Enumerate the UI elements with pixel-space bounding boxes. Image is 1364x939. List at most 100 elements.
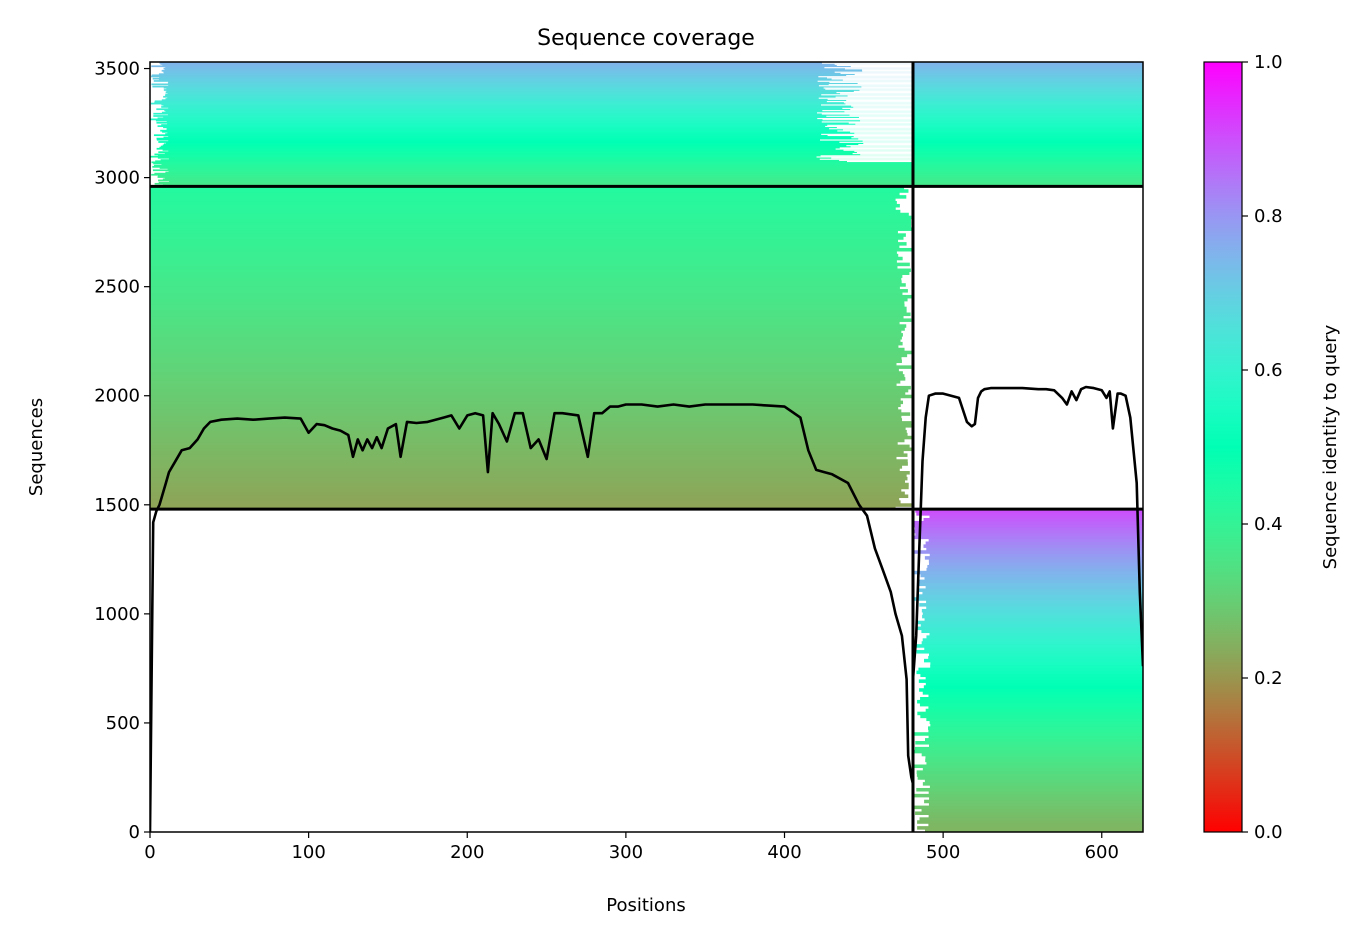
alignment-band — [163, 126, 1143, 129]
colorbar — [1203, 61, 1243, 833]
chain-boundaries — [150, 62, 1143, 832]
x-axis-label: Positions — [606, 895, 685, 916]
alignment-band — [923, 544, 1143, 548]
alignment-band — [930, 723, 1143, 727]
alignment-band — [150, 491, 905, 496]
alignment-band — [150, 218, 911, 223]
alignment-band — [150, 397, 901, 402]
alignment-gap — [853, 106, 913, 108]
alignment-band — [150, 341, 903, 346]
alignment-gap — [860, 153, 913, 156]
alignment-gap — [820, 154, 913, 157]
alignment-band — [919, 702, 1143, 707]
alignment-band — [155, 160, 1143, 163]
colorbar-label: Sequence identity to query — [1320, 324, 1341, 569]
x-tick-label: 500 — [926, 842, 960, 863]
alignment-band — [927, 564, 1143, 569]
alignment-band — [917, 776, 1143, 780]
alignment-band — [160, 145, 1143, 148]
alignment-band — [168, 84, 1143, 87]
alignment-band — [168, 113, 1143, 116]
alignment-gap — [834, 63, 913, 65]
alignment-band — [913, 749, 1143, 754]
alignment-band — [925, 676, 1143, 680]
alignment-gap — [840, 72, 913, 74]
alignment-gap — [853, 135, 913, 138]
alignment-band — [150, 365, 912, 369]
alignment-band — [160, 159, 1143, 161]
alignment-band — [167, 82, 1143, 85]
alignment-band — [913, 520, 1143, 525]
alignment-gap — [858, 116, 913, 118]
alignment-band — [161, 106, 1143, 108]
alignment-band — [150, 198, 896, 202]
alignment-gap — [854, 73, 913, 76]
alignment-band — [922, 782, 1143, 786]
alignment-band — [163, 89, 1143, 91]
colorbar-ticks: 0.0 0.2 0.4 0.6 0.8 1.0 — [1242, 52, 1283, 843]
alignment-gap — [861, 85, 913, 88]
alignment-gap — [856, 151, 913, 154]
alignment-gap — [824, 66, 913, 69]
alignment-gap — [817, 80, 913, 82]
alignment-band — [150, 476, 908, 481]
alignment-band — [161, 69, 1143, 72]
alignment-band — [921, 752, 1143, 757]
alignment-gap — [846, 144, 913, 147]
alignment-band — [918, 679, 1143, 683]
alignment-band — [923, 685, 1143, 689]
alignment-band — [165, 133, 1143, 135]
alignment-band — [150, 259, 897, 264]
alignment-band — [918, 594, 1143, 598]
y-tick-label: 3500 — [94, 59, 140, 80]
alignment-band — [915, 620, 1143, 625]
alignment-band — [925, 682, 1143, 686]
alignment-band — [153, 162, 1143, 165]
alignment-band — [167, 123, 1143, 125]
alignment-band — [167, 92, 1143, 95]
y-tick-label: 2500 — [94, 277, 140, 298]
alignment-gap — [821, 103, 913, 106]
alignment-band — [150, 424, 912, 428]
alignment-gap — [818, 84, 913, 87]
alignment-gap — [825, 125, 913, 128]
alignment-band — [150, 338, 901, 343]
alignment-band — [150, 465, 903, 469]
alignment-band — [162, 64, 1143, 66]
alignment-band — [161, 99, 1143, 102]
alignment-band — [157, 154, 1143, 157]
alignment-band — [157, 175, 1143, 177]
alignment-band — [924, 738, 1143, 742]
alignment-band — [150, 221, 912, 226]
alignment-band — [166, 128, 1143, 131]
y-tick-label: 500 — [106, 713, 140, 734]
alignment-gap — [822, 109, 913, 112]
alignment-band — [150, 374, 905, 378]
alignment-band — [152, 77, 1143, 80]
alignment-gap — [826, 115, 913, 117]
alignment-band — [928, 705, 1143, 710]
alignment-gap — [851, 104, 913, 107]
alignment-band — [161, 124, 1143, 126]
alignment-band — [150, 468, 900, 472]
alignment-band — [150, 344, 899, 349]
alignment-gap — [844, 67, 913, 70]
alignment-band — [150, 265, 898, 270]
alignment-band — [152, 169, 1143, 172]
alignment-band — [922, 614, 1143, 619]
alignment-band — [150, 230, 898, 234]
x-tick-label: 0 — [144, 842, 155, 863]
alignment-gap — [854, 150, 913, 152]
x-axis-ticks: 0 100 200 300 400 500 600 — [144, 832, 1119, 863]
alignment-band — [150, 333, 903, 337]
alignment-band — [154, 101, 1143, 104]
alignment-band — [150, 421, 912, 425]
alignment-band — [150, 155, 1143, 158]
alignment-band — [917, 820, 1143, 824]
alignment-band — [926, 547, 1143, 551]
alignment-gap — [821, 133, 913, 135]
alignment-band — [150, 209, 901, 214]
alignment-band — [159, 62, 1143, 64]
alignment-band — [920, 696, 1143, 701]
